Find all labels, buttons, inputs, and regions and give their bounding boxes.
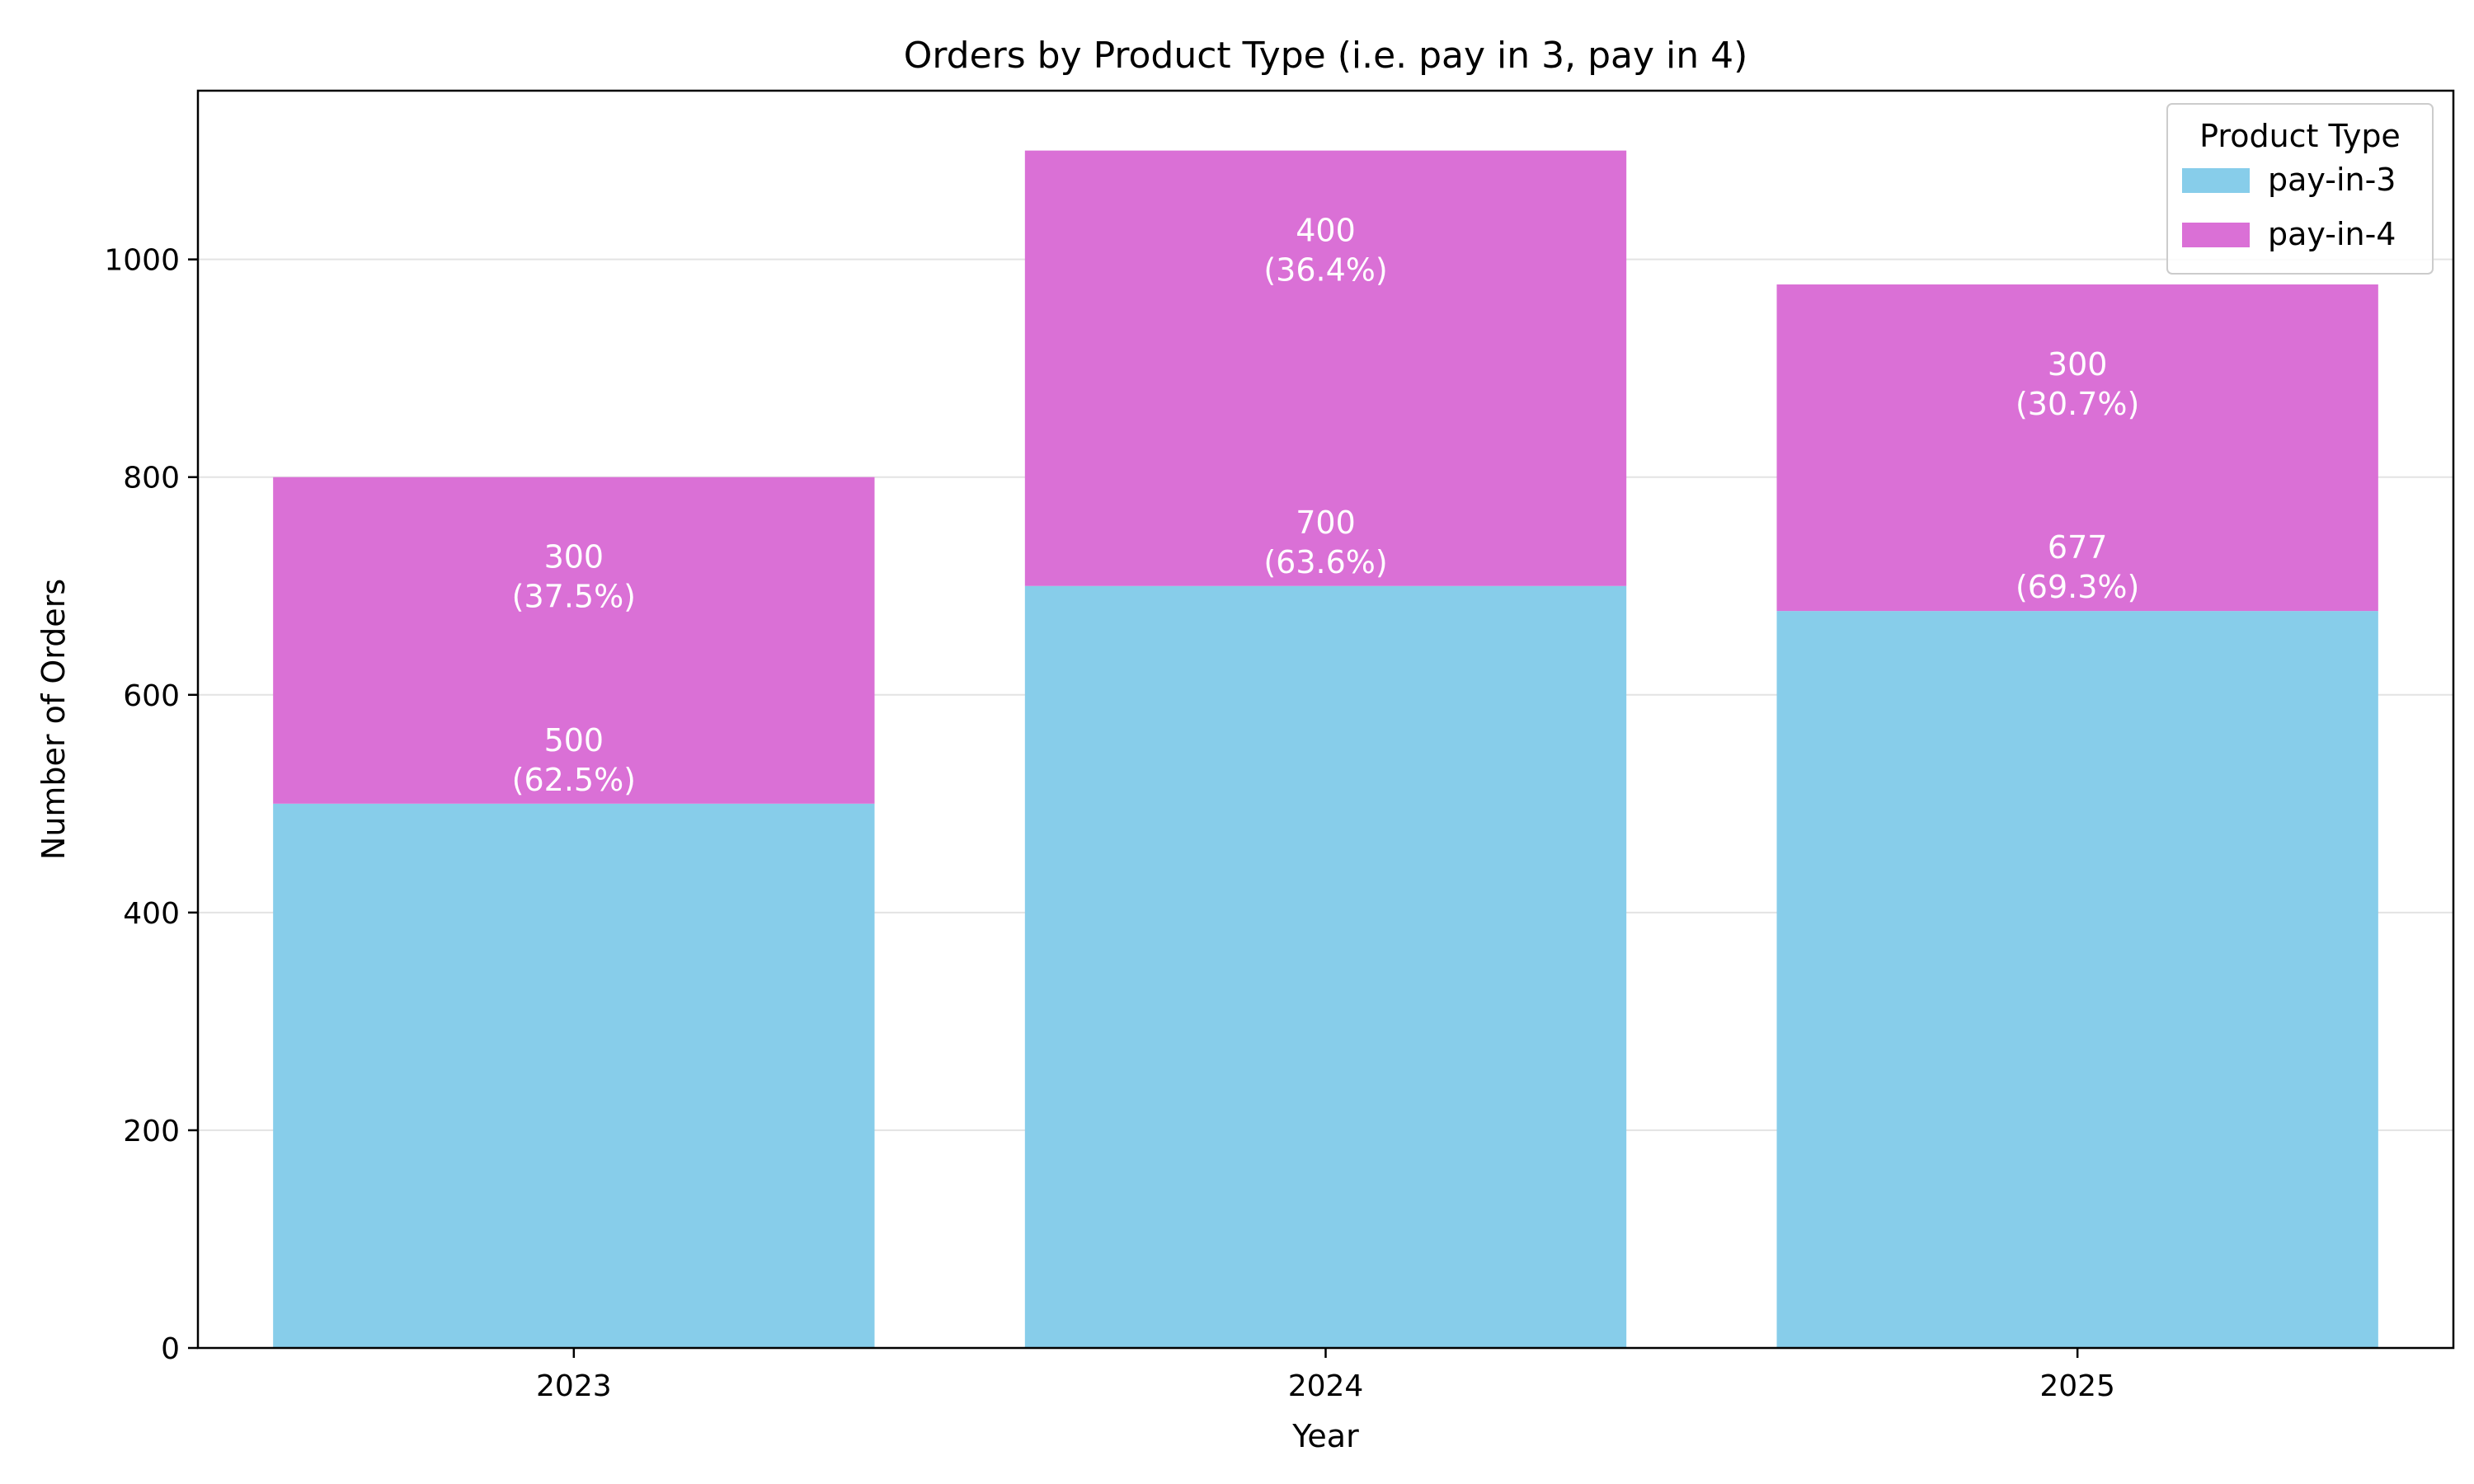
bar-label-pay-in-3-2023: (62.5%): [512, 762, 636, 798]
legend-label-pay-in-4: pay-in-4: [2268, 216, 2396, 252]
bar-label-pay-in-3-2024: (63.6%): [1263, 544, 1387, 580]
y-tick-label: 800: [123, 462, 180, 495]
bar-pay-in-4-2024: [1024, 150, 1627, 586]
y-axis-label: Number of Orders: [35, 579, 72, 860]
legend-swatch-pay-in-4: [2182, 223, 2250, 247]
x-tick-label: 2024: [1288, 1369, 1364, 1403]
chart-title: Orders by Product Type (i.e. pay in 3, p…: [904, 35, 1748, 77]
bar-pay-in-3-2023: [273, 803, 875, 1348]
bar-label-pay-in-3-2025: 677: [2048, 529, 2108, 566]
y-tick-label: 1000: [104, 244, 180, 278]
bar-pay-in-4-2023: [273, 477, 875, 804]
y-tick-label: 0: [161, 1332, 180, 1366]
bar-pay-in-3-2025: [1776, 611, 2378, 1348]
bar-label-pay-in-3-2023: 500: [544, 722, 604, 758]
bar-label-pay-in-4-2025: (30.7%): [2015, 386, 2139, 422]
bar-label-pay-in-4-2024: (36.4%): [1263, 252, 1387, 289]
bars: [273, 150, 2378, 1348]
legend-swatch-pay-in-3: [2182, 168, 2250, 193]
y-tick-label: 400: [123, 897, 180, 931]
x-tick-label: 2025: [2039, 1369, 2115, 1403]
bar-label-pay-in-3-2024: 700: [1296, 505, 1356, 541]
bar-label-pay-in-4-2025: 300: [2048, 346, 2108, 383]
legend-title: Product Type: [2199, 118, 2401, 154]
y-tick-label: 200: [123, 1115, 180, 1148]
legend-label-pay-in-3: pay-in-3: [2268, 162, 2396, 198]
bar-label-pay-in-4-2023: (37.5%): [512, 579, 636, 615]
bar-label-pay-in-4-2024: 400: [1296, 213, 1356, 249]
y-tick-label: 600: [123, 679, 180, 713]
legend: Product Type pay-in-3 pay-in-4: [2166, 103, 2434, 275]
bar-labels: 500 (62.5%) 700(63.6%) 677(69.3%) 300 (37.5%)…: [512, 213, 2140, 798]
bar-label-pay-in-4-2023: 300: [544, 539, 604, 575]
x-tick-label: 2023: [536, 1369, 612, 1403]
bar-pay-in-3-2024: [1024, 585, 1627, 1348]
x-axis-label: Year: [1291, 1418, 1359, 1454]
axes: 0 200 400 600 800 1000 2023 2024 2025: [104, 244, 2115, 1403]
legend-items: pay-in-3 pay-in-4: [2182, 162, 2396, 252]
bar-pay-in-4-2025: [1776, 284, 2378, 612]
bar-label-pay-in-3-2025: (69.3%): [2015, 569, 2139, 605]
